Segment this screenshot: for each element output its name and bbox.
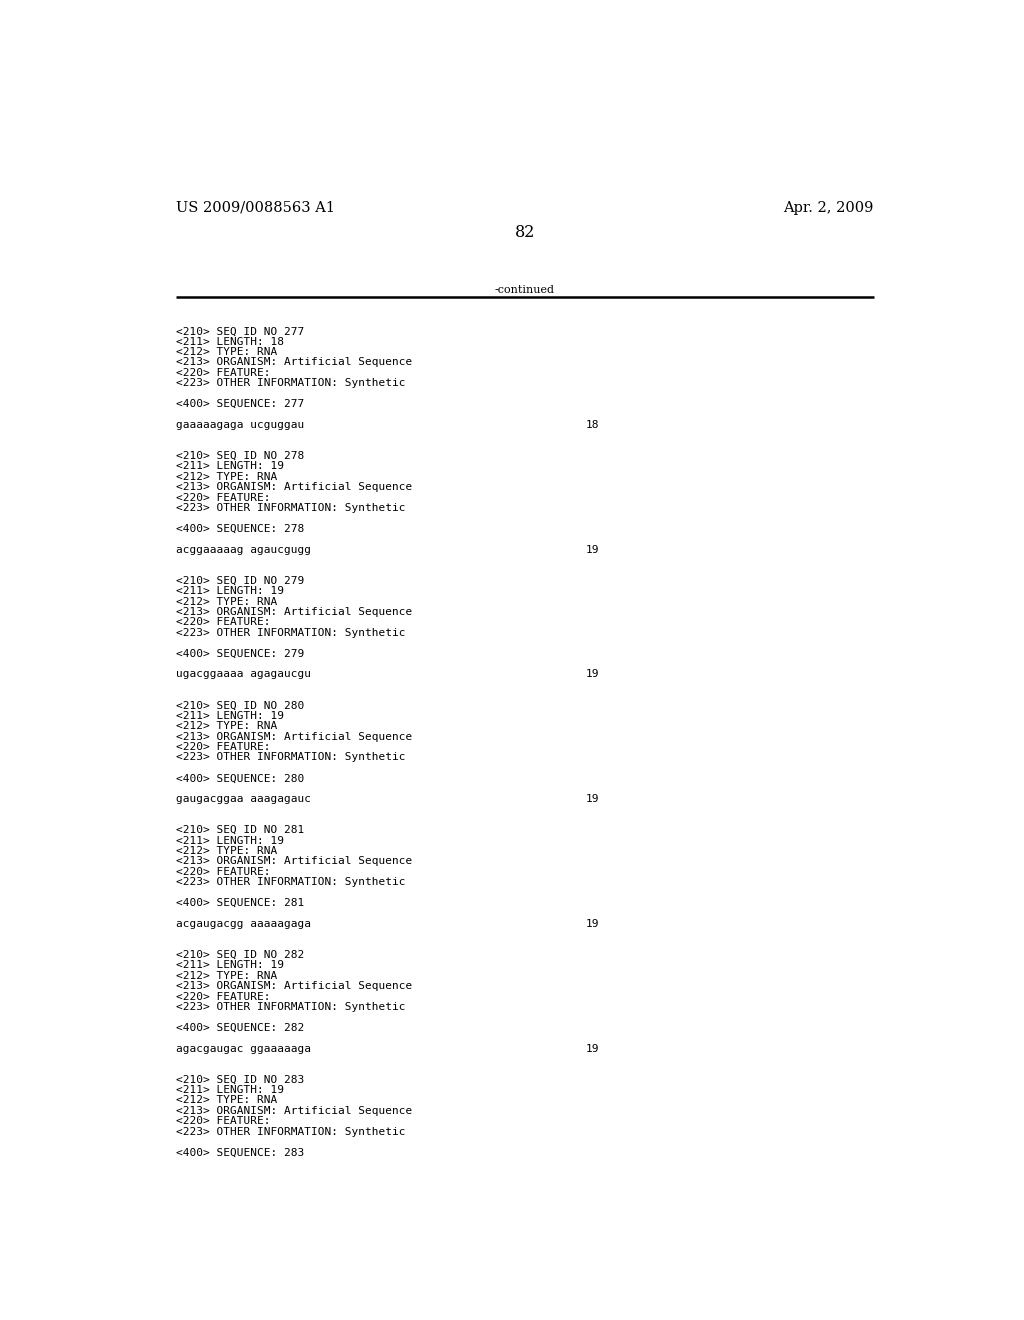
Text: <223> OTHER INFORMATION: Synthetic: <223> OTHER INFORMATION: Synthetic <box>176 379 406 388</box>
Text: 19: 19 <box>586 795 599 804</box>
Text: <400> SEQUENCE: 282: <400> SEQUENCE: 282 <box>176 1023 304 1032</box>
Text: <213> ORGANISM: Artificial Sequence: <213> ORGANISM: Artificial Sequence <box>176 731 413 742</box>
Text: <220> FEATURE:: <220> FEATURE: <box>176 618 270 627</box>
Text: US 2009/0088563 A1: US 2009/0088563 A1 <box>176 201 335 215</box>
Text: gaaaaagaga ucguggau: gaaaaagaga ucguggau <box>176 420 304 430</box>
Text: <211> LENGTH: 19: <211> LENGTH: 19 <box>176 462 284 471</box>
Text: <210> SEQ ID NO 282: <210> SEQ ID NO 282 <box>176 950 304 960</box>
Text: <220> FEATURE:: <220> FEATURE: <box>176 867 270 876</box>
Text: <400> SEQUENCE: 277: <400> SEQUENCE: 277 <box>176 399 304 409</box>
Text: <220> FEATURE:: <220> FEATURE: <box>176 742 270 752</box>
Text: <223> OTHER INFORMATION: Synthetic: <223> OTHER INFORMATION: Synthetic <box>176 503 406 513</box>
Text: <223> OTHER INFORMATION: Synthetic: <223> OTHER INFORMATION: Synthetic <box>176 878 406 887</box>
Text: Apr. 2, 2009: Apr. 2, 2009 <box>783 201 873 215</box>
Text: 19: 19 <box>586 1044 599 1053</box>
Text: <213> ORGANISM: Artificial Sequence: <213> ORGANISM: Artificial Sequence <box>176 358 413 367</box>
Text: <400> SEQUENCE: 279: <400> SEQUENCE: 279 <box>176 648 304 659</box>
Text: <220> FEATURE:: <220> FEATURE: <box>176 991 270 1002</box>
Text: <211> LENGTH: 18: <211> LENGTH: 18 <box>176 337 284 347</box>
Text: <212> TYPE: RNA: <212> TYPE: RNA <box>176 970 278 981</box>
Text: <223> OTHER INFORMATION: Synthetic: <223> OTHER INFORMATION: Synthetic <box>176 1002 406 1012</box>
Text: <211> LENGTH: 19: <211> LENGTH: 19 <box>176 961 284 970</box>
Text: <210> SEQ ID NO 278: <210> SEQ ID NO 278 <box>176 451 304 461</box>
Text: <223> OTHER INFORMATION: Synthetic: <223> OTHER INFORMATION: Synthetic <box>176 628 406 638</box>
Text: acggaaaaag agaucgugg: acggaaaaag agaucgugg <box>176 545 311 554</box>
Text: <211> LENGTH: 19: <211> LENGTH: 19 <box>176 836 284 846</box>
Text: <223> OTHER INFORMATION: Synthetic: <223> OTHER INFORMATION: Synthetic <box>176 1127 406 1137</box>
Text: <400> SEQUENCE: 280: <400> SEQUENCE: 280 <box>176 774 304 783</box>
Text: <211> LENGTH: 19: <211> LENGTH: 19 <box>176 1085 284 1096</box>
Text: <212> TYPE: RNA: <212> TYPE: RNA <box>176 846 278 855</box>
Text: gaugacggaa aaagagauc: gaugacggaa aaagagauc <box>176 795 311 804</box>
Text: acgaugacgg aaaaagaga: acgaugacgg aaaaagaga <box>176 919 311 929</box>
Text: 19: 19 <box>586 669 599 680</box>
Text: <213> ORGANISM: Artificial Sequence: <213> ORGANISM: Artificial Sequence <box>176 482 413 492</box>
Text: 18: 18 <box>586 420 599 430</box>
Text: <212> TYPE: RNA: <212> TYPE: RNA <box>176 721 278 731</box>
Text: 19: 19 <box>586 919 599 929</box>
Text: <400> SEQUENCE: 278: <400> SEQUENCE: 278 <box>176 524 304 533</box>
Text: 82: 82 <box>515 224 535 240</box>
Text: <210> SEQ ID NO 277: <210> SEQ ID NO 277 <box>176 326 304 337</box>
Text: <210> SEQ ID NO 281: <210> SEQ ID NO 281 <box>176 825 304 836</box>
Text: <210> SEQ ID NO 283: <210> SEQ ID NO 283 <box>176 1074 304 1085</box>
Text: <213> ORGANISM: Artificial Sequence: <213> ORGANISM: Artificial Sequence <box>176 1106 413 1115</box>
Text: <220> FEATURE:: <220> FEATURE: <box>176 1117 270 1126</box>
Text: <212> TYPE: RNA: <212> TYPE: RNA <box>176 1096 278 1105</box>
Text: <211> LENGTH: 19: <211> LENGTH: 19 <box>176 586 284 597</box>
Text: <400> SEQUENCE: 281: <400> SEQUENCE: 281 <box>176 898 304 908</box>
Text: <212> TYPE: RNA: <212> TYPE: RNA <box>176 471 278 482</box>
Text: 19: 19 <box>586 545 599 554</box>
Text: <213> ORGANISM: Artificial Sequence: <213> ORGANISM: Artificial Sequence <box>176 607 413 616</box>
Text: <212> TYPE: RNA: <212> TYPE: RNA <box>176 597 278 606</box>
Text: agacgaugac ggaaaaaga: agacgaugac ggaaaaaga <box>176 1044 311 1053</box>
Text: <213> ORGANISM: Artificial Sequence: <213> ORGANISM: Artificial Sequence <box>176 857 413 866</box>
Text: <212> TYPE: RNA: <212> TYPE: RNA <box>176 347 278 356</box>
Text: <220> FEATURE:: <220> FEATURE: <box>176 492 270 503</box>
Text: -continued: -continued <box>495 285 555 296</box>
Text: <211> LENGTH: 19: <211> LENGTH: 19 <box>176 711 284 721</box>
Text: <220> FEATURE:: <220> FEATURE: <box>176 368 270 378</box>
Text: <210> SEQ ID NO 279: <210> SEQ ID NO 279 <box>176 576 304 586</box>
Text: <400> SEQUENCE: 283: <400> SEQUENCE: 283 <box>176 1147 304 1158</box>
Text: <223> OTHER INFORMATION: Synthetic: <223> OTHER INFORMATION: Synthetic <box>176 752 406 763</box>
Text: ugacggaaaa agagaucgu: ugacggaaaa agagaucgu <box>176 669 311 680</box>
Text: <210> SEQ ID NO 280: <210> SEQ ID NO 280 <box>176 701 304 710</box>
Text: <213> ORGANISM: Artificial Sequence: <213> ORGANISM: Artificial Sequence <box>176 981 413 991</box>
